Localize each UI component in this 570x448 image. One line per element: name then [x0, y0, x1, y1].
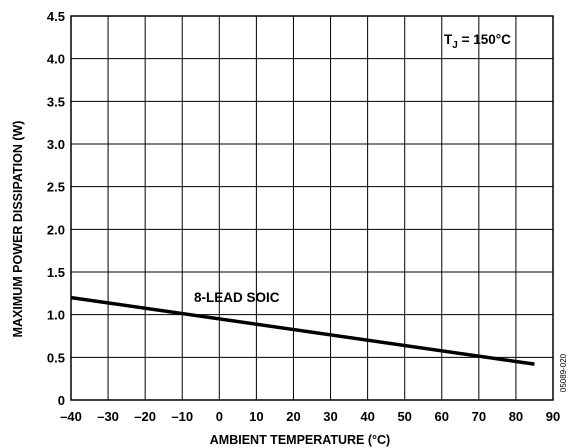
x-tick-label: 0 — [216, 409, 223, 424]
x-tick-labels: –40 –30 –20 –10 0 10 20 30 40 50 60 70 80 90 — [60, 409, 560, 424]
x-tick-label: –20 — [134, 409, 156, 424]
x-tick-label: –40 — [60, 409, 82, 424]
x-axis-title: AMBIENT TEMPERATURE (°C) — [210, 433, 390, 447]
y-tick-label: 3.5 — [47, 94, 65, 109]
grid-lines — [71, 16, 553, 400]
x-tick-label: 20 — [286, 409, 300, 424]
y-tick-label: 0.5 — [47, 350, 65, 365]
figure-code: 05089-020 — [559, 353, 568, 392]
junction-temperature-annotation: TJ = 150°C — [444, 32, 511, 51]
series-line-8-lead-soic — [70, 295, 535, 366]
tj-value-text: = 150°C — [458, 32, 511, 47]
y-tick-label: 4.0 — [47, 52, 65, 67]
y-tick-labels: 0 0.5 1.0 1.5 2.0 2.5 3.0 3.5 4.0 4.5 — [47, 9, 65, 408]
x-tick-label: 90 — [546, 409, 560, 424]
series-group — [70, 295, 535, 366]
y-tick-label: 2.0 — [47, 222, 65, 237]
series-label-8-lead-soic: 8-LEAD SOIC — [194, 290, 280, 305]
x-tick-label: 70 — [472, 409, 486, 424]
y-tick-label: 0 — [58, 393, 65, 408]
x-tick-label: 40 — [360, 409, 374, 424]
plot-frame — [70, 15, 554, 401]
x-tick-label: –30 — [97, 409, 119, 424]
tj-main-text: T — [444, 32, 453, 47]
y-tick-label: 1.0 — [47, 308, 65, 323]
x-tick-label: 30 — [323, 409, 337, 424]
x-tick-label: 10 — [249, 409, 263, 424]
y-tick-label: 3.0 — [47, 137, 65, 152]
x-tick-label: 50 — [397, 409, 411, 424]
x-tick-label: 80 — [509, 409, 523, 424]
y-tick-label: 1.5 — [47, 265, 65, 280]
y-tick-label: 4.5 — [47, 9, 65, 24]
tj-subscript-text: J — [452, 40, 458, 51]
y-tick-label: 2.5 — [47, 180, 65, 195]
x-tick-label: –10 — [171, 409, 193, 424]
x-tick-label: 60 — [435, 409, 449, 424]
y-axis-title: MAXIMUM POWER DISSIPATION (W) — [11, 121, 25, 338]
